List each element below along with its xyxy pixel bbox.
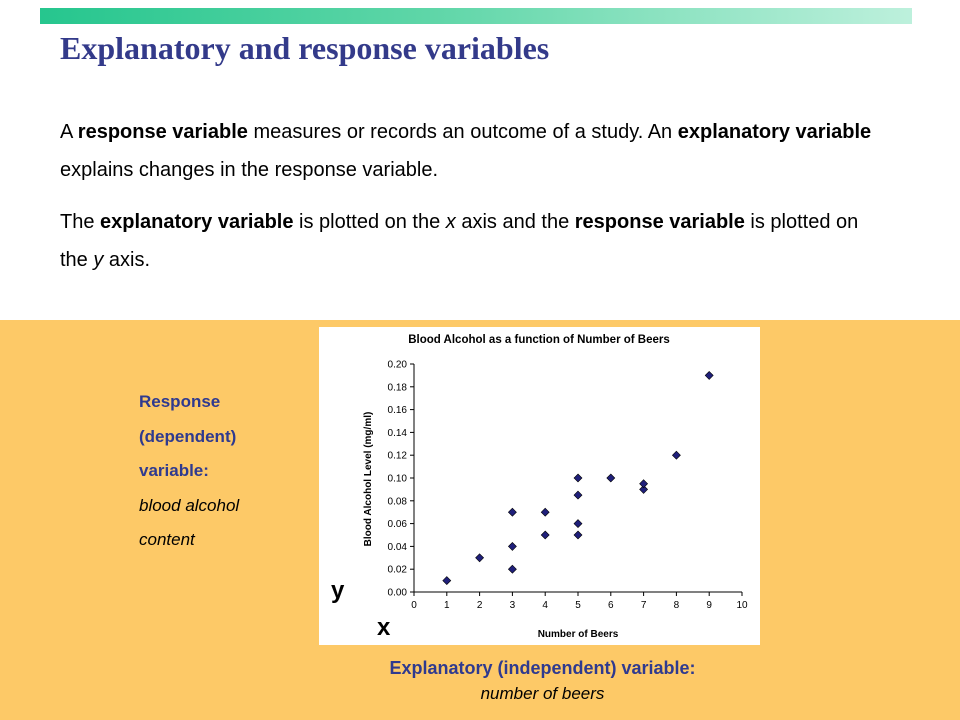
y-tick-label: 0.02	[388, 565, 408, 576]
text-run: axis and the	[455, 211, 575, 233]
data-point	[573, 490, 583, 500]
term-response-variable: response variable	[574, 211, 745, 233]
response-description-line: blood alcohol	[139, 495, 240, 515]
text-run: measures or records an outcome of a stud…	[247, 121, 678, 143]
response-label-line: (dependent)	[139, 426, 237, 446]
data-point	[573, 530, 583, 540]
chart-title: Blood Alcohol as a function of Number of…	[408, 334, 670, 346]
paragraph-axes: The explanatory variable is plotted on t…	[60, 203, 890, 279]
scatter-chart: Blood Alcohol as a function of Number of…	[319, 327, 760, 645]
x-axis-marker-letter: x	[377, 614, 391, 641]
data-point	[507, 507, 517, 517]
data-point	[442, 576, 452, 586]
x-tick-label: 6	[608, 600, 614, 611]
data-point	[573, 473, 583, 483]
y-tick-label: 0.04	[388, 542, 408, 553]
data-point	[639, 484, 649, 494]
term-explanatory-variable: explanatory variable	[100, 211, 294, 233]
text-run: explains changes in the response variabl…	[60, 159, 439, 181]
y-tick-label: 0.10	[388, 474, 408, 485]
data-point	[475, 553, 485, 563]
scatter-chart-svg: Blood Alcohol as a function of Number of…	[363, 334, 748, 640]
paragraph-definitions: A response variable measures or records …	[60, 113, 890, 189]
data-point	[606, 473, 616, 483]
text-run: is plotted on the	[293, 211, 446, 233]
x-tick-label: 1	[444, 600, 450, 611]
response-variable-label: Response (dependent) variable: blood alc…	[139, 385, 309, 558]
title-accent-bar	[40, 8, 912, 24]
y-tick-label: 0.18	[388, 382, 408, 393]
response-description-line: content	[139, 530, 195, 549]
term-explanatory-variable: explanatory variable	[677, 121, 872, 143]
text-run: axis.	[103, 249, 151, 271]
y-tick-label: 0.14	[388, 428, 408, 439]
text-run: A	[60, 121, 78, 143]
y-tick-label: 0.20	[388, 360, 408, 371]
text-run: is plotted on the	[60, 211, 859, 271]
x-tick-label: 4	[542, 600, 548, 611]
response-label-line: variable:	[139, 461, 209, 480]
slide-title: Explanatory and response variables	[60, 30, 550, 66]
x-tick-label: 0	[411, 600, 417, 611]
y-tick-label: 0.16	[388, 405, 408, 416]
x-tick-label: 5	[575, 600, 581, 611]
data-point	[540, 530, 550, 540]
x-axis-label: Number of Beers	[538, 629, 619, 640]
term-response-variable: response variable	[77, 121, 248, 143]
y-tick-label: 0.06	[388, 519, 408, 530]
data-point	[639, 479, 649, 489]
response-label-line: Response	[139, 392, 221, 411]
x-axis-italic: x	[445, 211, 456, 233]
data-point	[540, 507, 550, 517]
data-point	[671, 450, 681, 460]
data-point	[507, 541, 517, 551]
data-point	[507, 564, 517, 574]
data-point	[704, 370, 714, 380]
x-tick-label: 10	[736, 600, 748, 611]
data-point	[573, 519, 583, 529]
x-tick-label: 9	[706, 600, 712, 611]
y-tick-label: 0.12	[388, 451, 408, 462]
x-tick-label: 3	[510, 600, 516, 611]
text-run: The	[60, 211, 101, 233]
y-axis-marker-letter: y	[331, 577, 345, 604]
chart-axes: 0.00 0.02 0.04 0.06 0.08 0.10 0.12 0.14 0.16 0.18…	[388, 360, 748, 612]
chart-points	[442, 370, 714, 586]
y-tick-label: 0.00	[388, 588, 408, 599]
explanatory-variable-description: number of beers	[480, 684, 605, 703]
x-tick-label: 8	[674, 600, 680, 611]
y-tick-label: 0.08	[388, 496, 408, 507]
y-axis-label: Blood Alcohol Level (mg/ml)	[363, 412, 374, 547]
y-axis-italic: y	[93, 249, 104, 271]
x-tick-label: 2	[477, 600, 483, 611]
x-tick-label: 7	[641, 600, 647, 611]
explanatory-variable-label: Explanatory (independent) variable:	[389, 658, 696, 678]
